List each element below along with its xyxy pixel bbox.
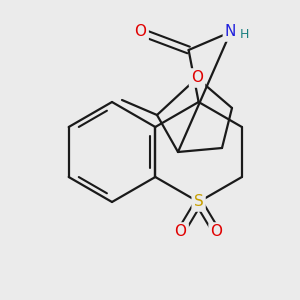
Text: O: O: [135, 25, 147, 40]
Text: H: H: [240, 28, 249, 40]
Text: S: S: [194, 194, 203, 209]
Text: O: O: [211, 224, 223, 239]
Text: O: O: [175, 224, 187, 239]
Text: O: O: [191, 70, 203, 86]
Text: N: N: [225, 25, 236, 40]
